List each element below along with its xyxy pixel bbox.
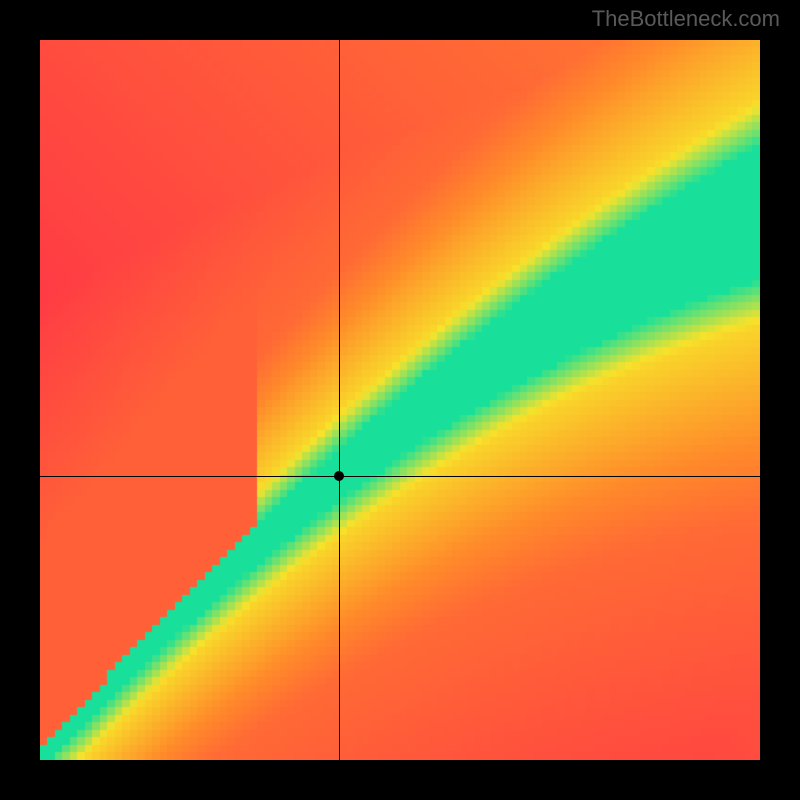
crosshair-horizontal xyxy=(40,476,760,477)
heatmap-plot xyxy=(40,40,760,760)
watermark-text: TheBottleneck.com xyxy=(592,6,780,32)
chart-container: TheBottleneck.com xyxy=(0,0,800,800)
crosshair-marker xyxy=(334,471,344,481)
heatmap-canvas xyxy=(40,40,760,760)
crosshair-vertical xyxy=(339,40,340,760)
